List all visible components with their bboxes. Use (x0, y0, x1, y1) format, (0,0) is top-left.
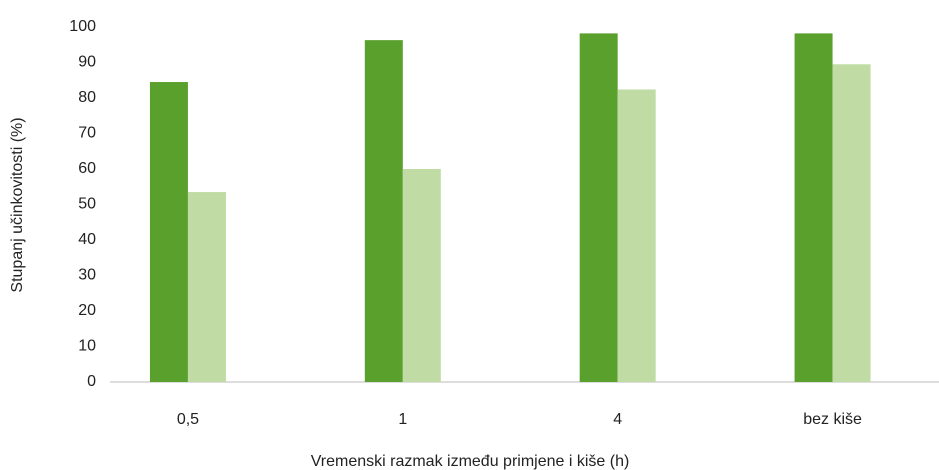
x-axis-label: Vremenski razmak između primjene i kiše … (311, 453, 630, 470)
y-tick-label: 30 (78, 267, 96, 284)
y-tick-label: 60 (78, 160, 96, 177)
y-tick-label: 40 (78, 231, 96, 248)
y-tick-label: 20 (78, 302, 96, 319)
y-tick-label: 50 (78, 196, 96, 213)
x-tick-label: bez kiše (803, 411, 862, 428)
y-tick-label: 0 (87, 373, 96, 390)
bar (149, 82, 188, 383)
bar (579, 33, 618, 382)
bar (187, 192, 226, 382)
y-tick-label: 90 (78, 54, 96, 71)
bar (364, 40, 403, 382)
y-axis-label: Stupanj učinkovitosti (%) (9, 117, 26, 292)
bar (402, 169, 441, 382)
y-tick-label: 70 (78, 125, 96, 142)
x-tick-label: 0,5 (177, 411, 199, 428)
y-tick-label: 80 (78, 89, 96, 106)
x-tick-label: 1 (398, 411, 407, 428)
y-tick-label: 100 (69, 18, 96, 35)
bar (832, 64, 871, 383)
bar (617, 89, 656, 382)
y-tick-label: 10 (78, 338, 96, 355)
x-tick-label: 4 (613, 411, 622, 428)
bar (794, 33, 833, 382)
